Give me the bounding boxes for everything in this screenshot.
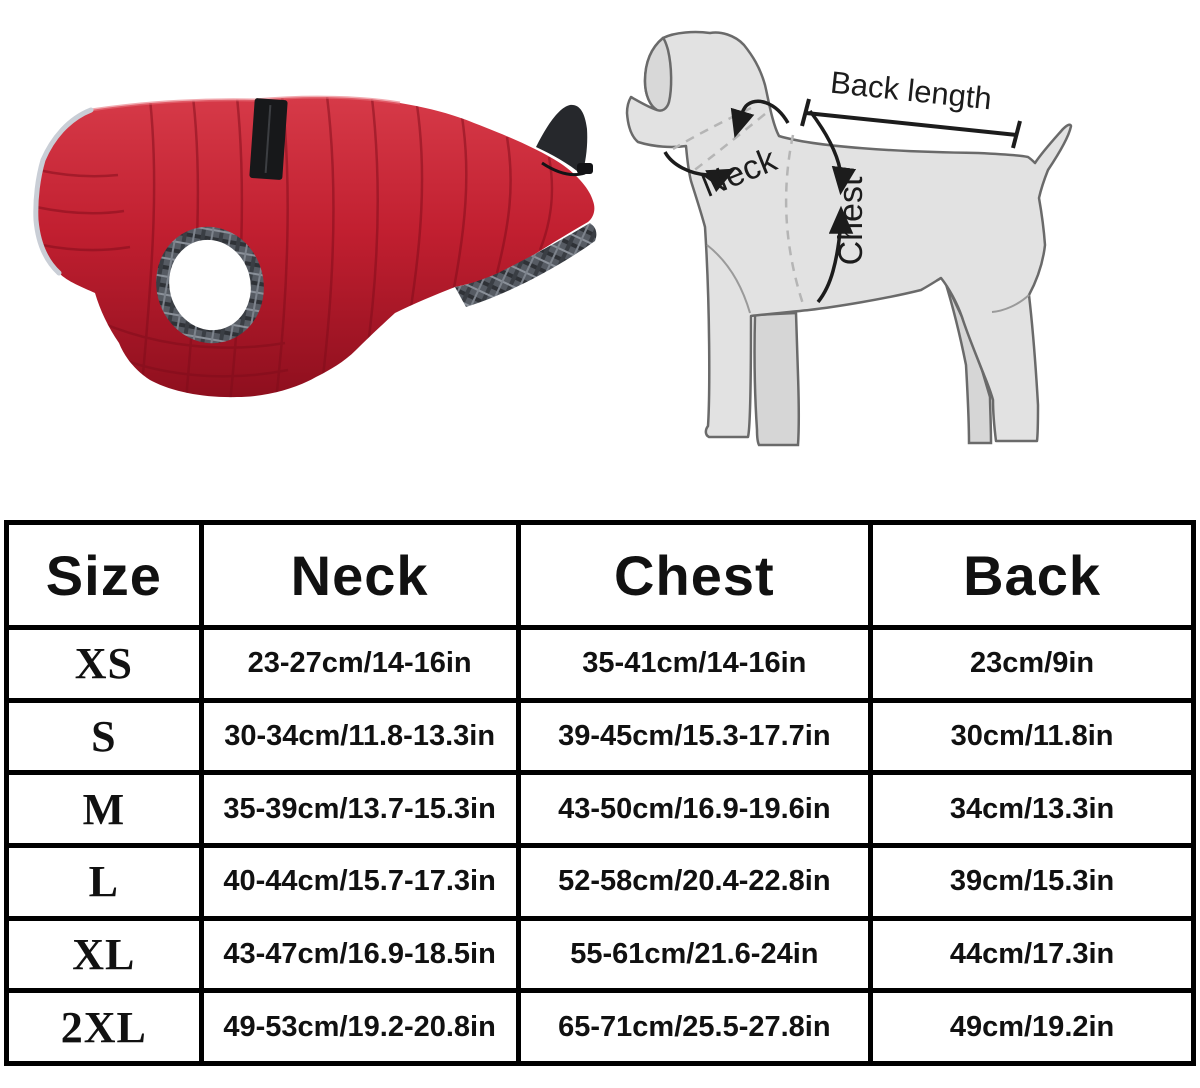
header-row: Size Neck Chest Back — [4, 520, 1196, 630]
back-value: 49cm/19.2in — [868, 988, 1196, 1066]
size-value: XS — [4, 625, 204, 703]
jacket-rear-binding — [536, 104, 588, 175]
size-value: L — [4, 842, 204, 921]
size-value: S — [4, 697, 204, 776]
chest-value: 65-71cm/25.5-27.8in — [515, 988, 874, 1066]
neck-value: 49-53cm/19.2-20.8in — [198, 988, 521, 1066]
size-value: 2XL — [4, 988, 204, 1066]
measurement-diagram: Back length Neck Chest — [600, 5, 1200, 515]
jacket-lining-band — [455, 223, 597, 307]
col-header-chest: Chest — [515, 520, 874, 630]
size-value: M — [4, 770, 204, 848]
dog-inner-lines — [706, 244, 1030, 314]
chest-up-arrow — [816, 205, 854, 304]
neck-upper-arrow — [730, 99, 790, 139]
neck-value: 40-44cm/15.7-17.3in — [198, 842, 521, 921]
size-chart-table: Size Neck Chest Back XS 23-27cm/14-16in … — [4, 520, 1196, 1066]
dog-ear — [643, 36, 673, 112]
chest-down-arrow — [808, 109, 857, 196]
jacket-photo — [0, 55, 620, 455]
neck-lower-arrow — [663, 151, 736, 193]
table-row: XL 43-47cm/16.9-18.5in 55-61cm/21.6-24in… — [4, 915, 1196, 994]
table-row: L 40-44cm/15.7-17.3in 52-58cm/20.4-22.8i… — [4, 842, 1196, 921]
jacket-cord-toggle — [577, 163, 593, 174]
neck-value: 35-39cm/13.7-15.3in — [198, 770, 521, 848]
dog-far-rear-leg — [943, 280, 993, 445]
back-value: 34cm/13.3in — [868, 770, 1196, 848]
neck-value: 43-47cm/16.9-18.5in — [198, 915, 521, 994]
col-header-neck: Neck — [198, 520, 521, 630]
back-value: 39cm/15.3in — [868, 842, 1196, 921]
dog-diagram: Back length Neck Chest — [625, 30, 1073, 447]
chest-value: 52-58cm/20.4-22.8in — [515, 842, 874, 921]
jacket-illustration — [33, 95, 597, 398]
jacket-body — [35, 97, 595, 398]
chest-value: 39-45cm/15.3-17.7in — [515, 697, 874, 776]
jacket-collar-piping — [33, 107, 94, 276]
chest-label: Chest — [832, 176, 870, 265]
jacket-back-strap — [249, 98, 288, 180]
size-value: XL — [4, 915, 204, 994]
back-value: 23cm/9in — [868, 625, 1196, 703]
table-row: S 30-34cm/11.8-13.3in 39-45cm/15.3-17.7i… — [4, 697, 1196, 776]
dog-dashed-guides — [672, 106, 806, 308]
table-row: M 35-39cm/13.7-15.3in 43-50cm/16.9-19.6i… — [4, 770, 1196, 848]
chest-value: 55-61cm/21.6-24in — [515, 915, 874, 994]
dog-far-front-leg — [753, 311, 800, 447]
chest-value: 43-50cm/16.9-19.6in — [515, 770, 874, 848]
col-header-size: Size — [4, 520, 204, 630]
back-value: 30cm/11.8in — [868, 697, 1196, 776]
jacket-armhole — [156, 226, 264, 344]
table-row: 2XL 49-53cm/19.2-20.8in 65-71cm/25.5-27.… — [4, 988, 1196, 1066]
neck-value: 30-34cm/11.8-13.3in — [198, 697, 521, 776]
chest-value: 35-41cm/14-16in — [515, 625, 874, 703]
measurement-arrows — [663, 99, 857, 304]
table-row: XS 23-27cm/14-16in 35-41cm/14-16in 23cm/… — [4, 625, 1196, 703]
neck-value: 23-27cm/14-16in — [198, 625, 521, 703]
back-length-dimension — [800, 98, 1022, 149]
back-length-label: Back length — [829, 65, 994, 117]
back-value: 44cm/17.3in — [868, 915, 1196, 994]
col-header-back: Back — [868, 520, 1196, 630]
